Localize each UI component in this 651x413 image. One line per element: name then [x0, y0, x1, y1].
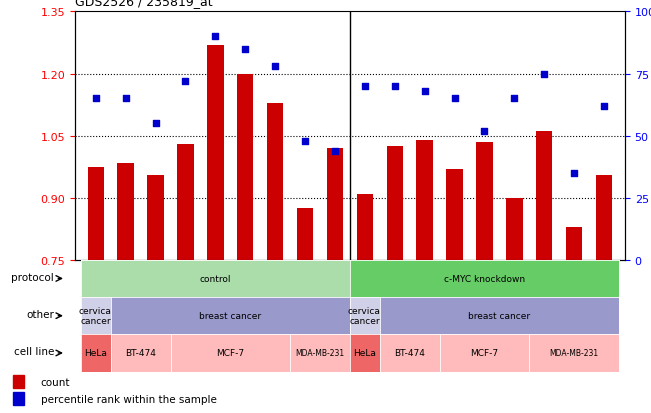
Point [120, 96, 131, 102]
Text: cervical
cancer: cervical cancer [347, 306, 383, 325]
Text: MCF-7: MCF-7 [471, 349, 499, 358]
Bar [357, 194, 373, 413]
Bar [267, 103, 283, 413]
Text: cervical
cancer: cervical cancer [78, 306, 113, 325]
Text: MCF-7: MCF-7 [216, 349, 244, 358]
Bar [447, 169, 463, 413]
Point [90, 96, 101, 102]
Bar [536, 132, 553, 413]
Point [419, 88, 430, 95]
Point [389, 83, 400, 90]
Text: HeLa: HeLa [85, 349, 107, 358]
Text: MDA-MB-231: MDA-MB-231 [296, 349, 344, 358]
Text: BT-474: BT-474 [125, 349, 156, 358]
Point [270, 64, 281, 70]
Point [330, 148, 340, 154]
Bar [237, 74, 253, 413]
Bar [88, 167, 104, 413]
Bar [297, 209, 313, 413]
Bar [13, 375, 25, 388]
Point [569, 170, 579, 177]
Text: other: other [26, 309, 54, 319]
Text: count: count [41, 377, 70, 387]
Bar [117, 163, 134, 413]
Bar [417, 140, 433, 413]
Point [180, 78, 191, 85]
Text: c-MYC knockdown: c-MYC knockdown [444, 274, 525, 283]
Bar [327, 149, 343, 413]
Point [539, 71, 549, 78]
Text: breast cancer: breast cancer [199, 311, 262, 320]
Bar [477, 142, 493, 413]
Text: cell line: cell line [14, 346, 54, 356]
Bar [207, 45, 223, 413]
Bar [147, 176, 164, 413]
Point [150, 121, 161, 127]
Point [599, 103, 609, 110]
Text: BT-474: BT-474 [395, 349, 425, 358]
Text: percentile rank within the sample: percentile rank within the sample [41, 394, 217, 404]
Bar [506, 198, 523, 413]
Point [479, 128, 490, 135]
Text: control: control [200, 274, 231, 283]
Bar [13, 392, 25, 405]
Text: MDA-MB-231: MDA-MB-231 [549, 349, 599, 358]
Text: protocol: protocol [11, 272, 54, 282]
Point [240, 46, 251, 53]
Bar [566, 227, 583, 413]
Bar [596, 176, 612, 413]
Point [509, 96, 519, 102]
Bar [387, 147, 403, 413]
Text: breast cancer: breast cancer [468, 311, 531, 320]
Point [449, 96, 460, 102]
Point [300, 138, 311, 145]
Point [210, 34, 221, 40]
Bar [177, 145, 194, 413]
Text: GDS2526 / 235819_at: GDS2526 / 235819_at [75, 0, 212, 8]
Point [359, 83, 370, 90]
Text: HeLa: HeLa [353, 349, 376, 358]
